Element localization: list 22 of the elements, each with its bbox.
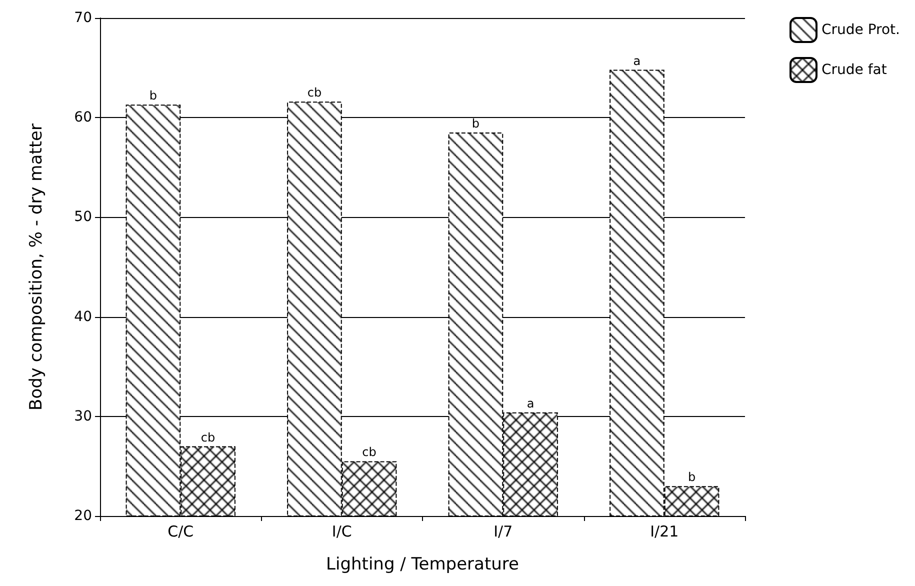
- y-tick-label: 40: [74, 308, 92, 325]
- annotation: b: [149, 88, 158, 103]
- y-tick-label: 20: [74, 508, 92, 524]
- legend-label: Crude Prot.: [821, 22, 900, 38]
- y-tick-label: 30: [74, 408, 92, 424]
- y-tick-label: 60: [74, 110, 92, 126]
- x-tick-label: I/7: [494, 522, 513, 540]
- x-tick-label: I/C: [332, 522, 352, 540]
- annotation: cb: [362, 445, 376, 460]
- y-axis-title: Body composition, % - dry matter: [26, 124, 46, 410]
- x-tick-label: I/21: [650, 522, 679, 540]
- x-axis-title: Lighting / Temperature: [326, 554, 519, 574]
- annotation: b: [688, 470, 696, 484]
- annotation: cb: [200, 430, 216, 444]
- annotation: a: [526, 396, 534, 410]
- annotation: cb: [307, 86, 322, 100]
- annotation: b: [472, 116, 480, 131]
- y-tick-label: 50: [74, 209, 92, 226]
- legend-label: Crude fat: [821, 62, 888, 78]
- annotation: a: [633, 54, 641, 68]
- y-tick-label: 70: [74, 10, 92, 26]
- x-tick-label: C/C: [168, 522, 194, 540]
